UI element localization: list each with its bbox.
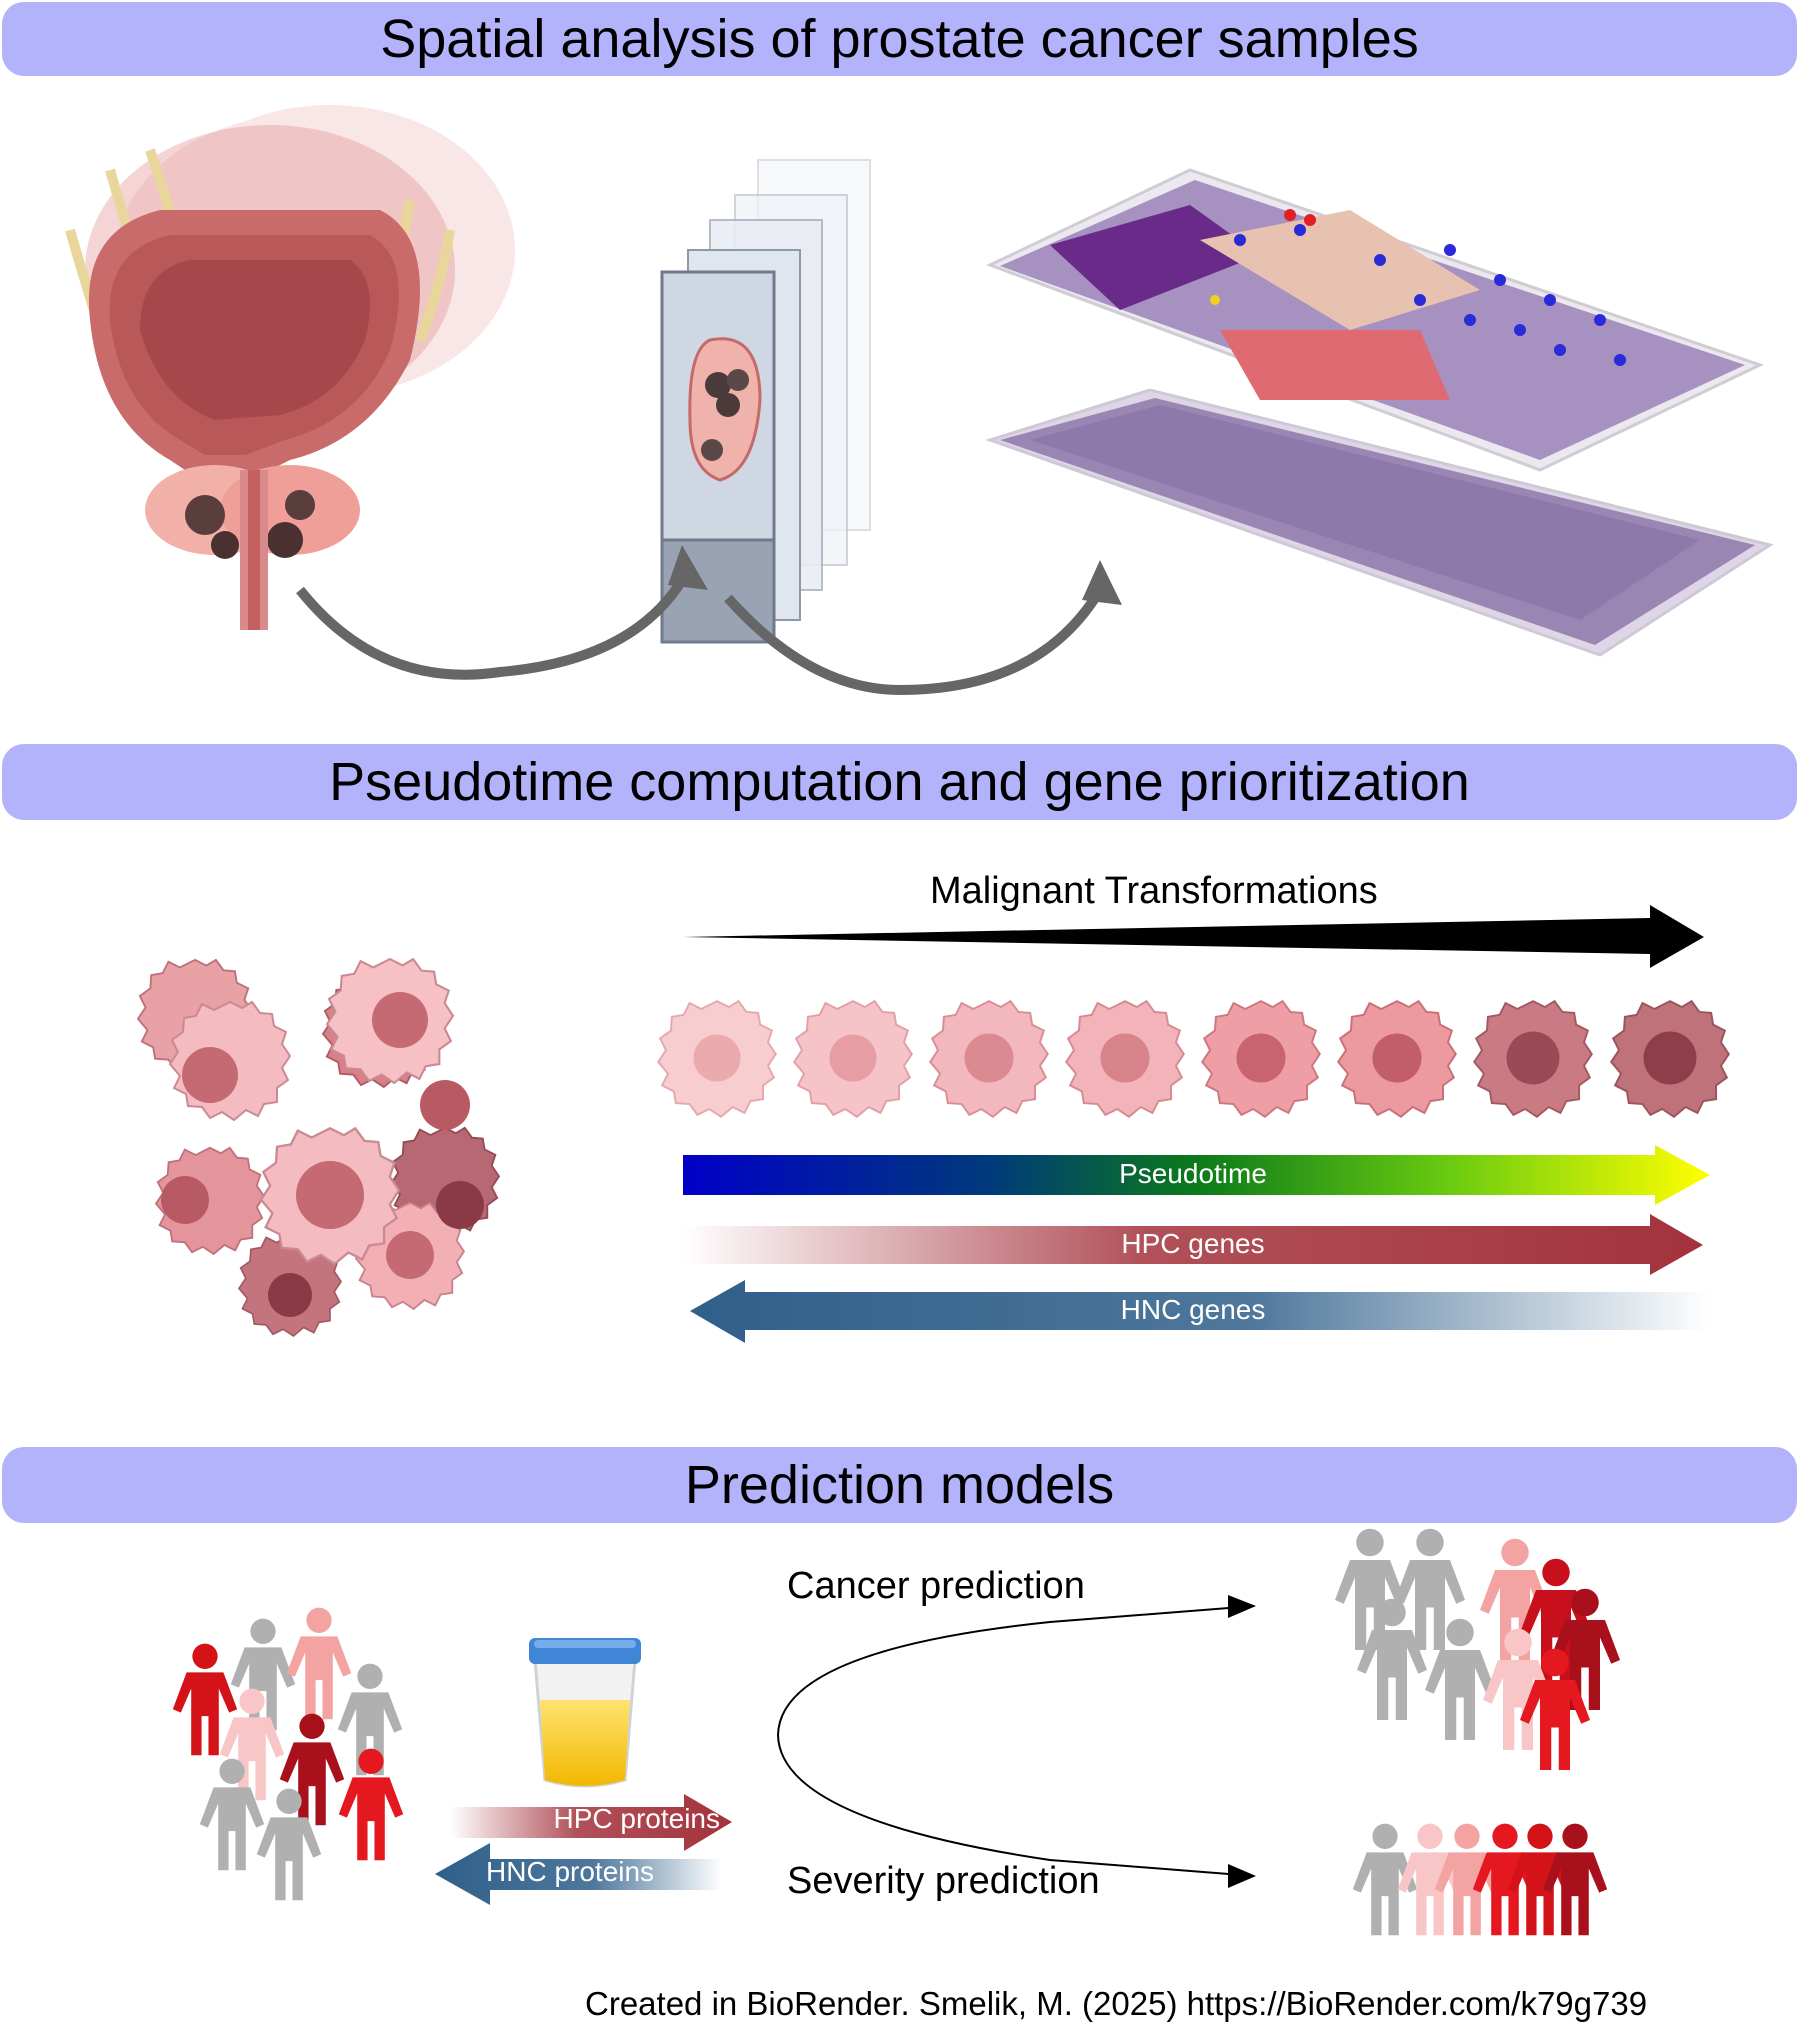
hpc-genes-label: HPC genes [1121, 1228, 1265, 1259]
cancer-arrowhead [1228, 1595, 1256, 1618]
people-group-icon [172, 1607, 404, 1901]
severity-group-icon [1352, 1823, 1608, 1936]
section-banner-spatial: Spatial analysis of prostate cancer samp… [2, 2, 1797, 76]
section-title-spatial: Spatial analysis of prostate cancer samp… [380, 9, 1419, 69]
hnc-genes-arrow [690, 1280, 1710, 1343]
pseudotime-arrow [683, 1145, 1710, 1205]
cell-cluster-icon [137, 958, 500, 1337]
prediction-curve [776, 1605, 1255, 1877]
prostate-bladder-icon [65, 105, 515, 630]
urine-cup-icon [529, 1638, 641, 1788]
section-banner-prediction: Prediction models [2, 1447, 1797, 1523]
hnc-genes-label: HNC genes [1120, 1294, 1266, 1325]
credit-line: Created in BioRender. Smelik, M. (2025) … [585, 1985, 1648, 2022]
cancer-group-icon [1335, 1528, 1620, 1770]
section-title-prediction: Prediction models [684, 1455, 1115, 1515]
severity-prediction-label: Severity prediction [787, 1860, 1100, 1902]
cells-row-icon [657, 1000, 1730, 1118]
cancer-prediction-label: Cancer prediction [787, 1565, 1085, 1607]
section-banner-pseudotime: Pseudotime computation and gene prioriti… [2, 744, 1797, 820]
hpc-genes-arrow [683, 1214, 1703, 1275]
malignant-arrow [683, 905, 1704, 968]
hnc-proteins-label: HNC proteins [486, 1856, 655, 1887]
flow-arrowhead-2 [1082, 560, 1122, 605]
malignant-label: Malignant Transformations [930, 870, 1378, 912]
pseudotime-label: Pseudotime [1119, 1158, 1267, 1189]
severity-arrowhead [1228, 1864, 1256, 1888]
hnc-proteins-arrow [435, 1843, 722, 1905]
histology-layers-icon [985, 168, 1774, 657]
flow-arrow-1 [296, 567, 693, 680]
hpc-proteins-label: HPC proteins [553, 1803, 720, 1834]
hpc-proteins-arrow [450, 1794, 732, 1851]
flow-arrow-2 [724, 587, 1105, 696]
flow-arrowhead-1 [668, 545, 708, 590]
section-title-pseudotime: Pseudotime computation and gene prioriti… [329, 752, 1470, 812]
